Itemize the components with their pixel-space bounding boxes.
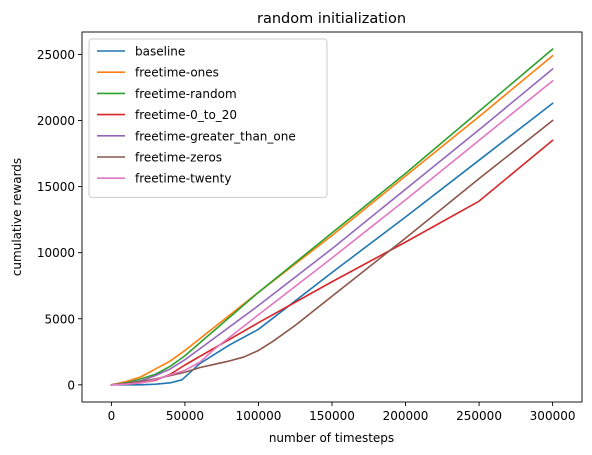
legend-box [88,38,328,198]
y-tick-label: 25000 [37,48,75,62]
y-tick-label: 10000 [37,246,75,260]
x-tick-label: 300000 [530,409,576,423]
y-tick-label: 15000 [37,180,75,194]
legend-label-freetime-twenty: freetime-twenty [135,172,231,186]
x-tick-label: 0 [108,409,116,423]
legend-label-freetime-zeros: freetime-zeros [135,151,222,165]
legend-label-freetime-greater_than_one: freetime-greater_than_one [135,129,296,143]
y-tick-label: 5000 [44,312,75,326]
legend: baseline freetime-ones freetime-random free… [88,38,328,198]
x-tick-label: 100000 [236,409,282,423]
x-axis: 0 50000 100000 150000 200000 250000 300000 [108,402,576,423]
legend-label-freetime-0_to_20: freetime-0_to_20 [135,108,237,122]
plot-area [81,31,583,403]
x-axis-label: number of timesteps [269,431,394,445]
x-tick-label: 250000 [456,409,502,423]
y-tick-label: 20000 [37,114,75,128]
series-line-freetime-ones [110,54,554,386]
y-axis: 0 5000 10000 15000 20000 25000 [37,48,82,392]
x-tick-label: 200000 [383,409,429,423]
series-line-freetime-zeros [110,119,554,386]
legend-label-freetime-random: freetime-random [135,87,237,101]
legend-label-baseline: baseline [135,45,185,59]
legend-label-freetime-ones: freetime-ones [135,66,219,80]
chart-title: random initialization [257,11,406,27]
x-tick-label: 150000 [309,409,355,423]
series-line-freetime-twenty [110,79,554,386]
x-tick-label: 50000 [166,409,204,423]
series-line-baseline [110,102,554,386]
y-axis-label: cumulative rewards [10,158,24,276]
y-tick-label: 0 [67,378,75,392]
series-line-freetime-random [110,48,554,386]
